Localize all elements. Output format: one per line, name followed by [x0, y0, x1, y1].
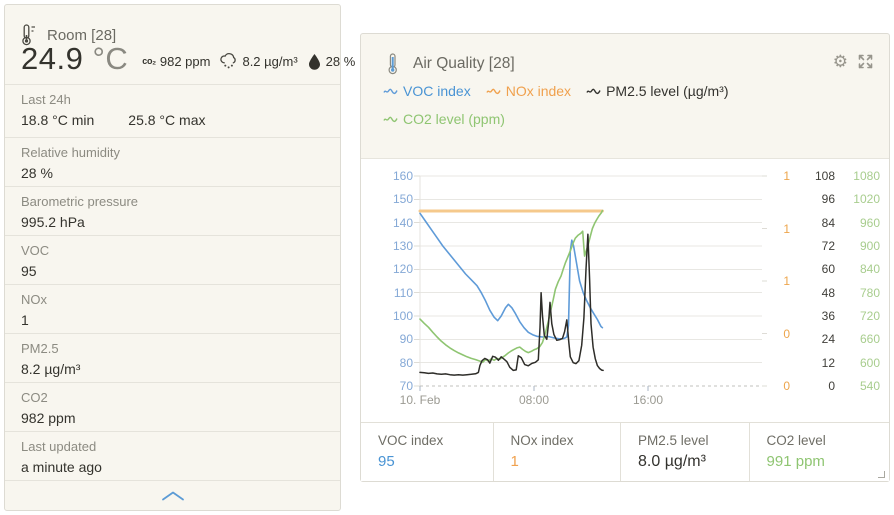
axis-tick-label: 1: [783, 274, 790, 288]
humidity-drop-icon: [307, 53, 322, 70]
footer-stat-pm25: PM2.5 level 8.0 µg/m³: [621, 423, 750, 481]
axis-tick-label: 90: [399, 332, 413, 347]
stat-co2: CO2 982 ppm: [5, 382, 340, 431]
series-line-pm25: [419, 233, 604, 376]
collapse-button[interactable]: [5, 480, 340, 511]
footer-stat-co2: CO2 level 991 ppm: [766, 433, 826, 470]
series-line-co2: [419, 209, 604, 364]
pm25-inline-stat: 8.2 µg/m³: [219, 52, 298, 70]
axis-tick-label: 110: [393, 285, 413, 300]
precipitation-icon: [219, 52, 238, 70]
axis-tick-label: 36: [821, 309, 835, 323]
axis-tick-label: 0: [828, 379, 835, 393]
axis-tick-label: 108: [814, 169, 835, 183]
axis-tick-label: 24: [821, 332, 835, 347]
resize-handle[interactable]: [878, 471, 885, 478]
legend-item-co2[interactable]: CO2 level (ppm): [383, 111, 505, 127]
chart-footer-stats: VOC index 95 NOx index 1 PM2.5 level 8.0…: [361, 422, 889, 481]
axis-tick-label: 1020: [853, 192, 880, 207]
chart-plot-area[interactable]: 160 150 140 130 120 110 100 90 80 70 1 1 1 0 0 108 96 84 7…: [361, 159, 889, 422]
axis-tick-label: 540: [859, 379, 880, 393]
stat-nox: NOx 1: [5, 284, 340, 333]
temperature-reading: 24.9 °C: [21, 41, 129, 76]
axis-tick-label: 80: [399, 355, 413, 370]
stat-barometric-pressure: Barometric pressure 995.2 hPa: [5, 186, 340, 235]
axis-tick-label: 160: [392, 169, 413, 183]
axis-tick-label: 70: [399, 379, 413, 393]
axis-tick-label: 900: [859, 239, 880, 253]
thermometer-icon: [21, 23, 37, 47]
room-title: Room [28]: [47, 26, 117, 44]
chart-header: Air Quality [28] ⚙ VOC index: [361, 34, 889, 159]
axis-tick-label: 84: [821, 215, 835, 230]
axis-tick-label: 10. Feb: [399, 393, 441, 407]
axis-tick-label: 720: [859, 309, 880, 323]
axis-tick-label: 100: [392, 309, 413, 323]
chevron-up-icon: [161, 491, 185, 501]
expand-fullscreen-icon[interactable]: [857, 53, 874, 70]
axis-tick-label: 150: [392, 192, 413, 207]
settings-gear-icon[interactable]: ⚙: [832, 51, 848, 71]
thermometer-icon: [387, 52, 399, 76]
room-header: Room [28] 24.9 °C co₂ 982 ppm: [5, 5, 355, 84]
co2-inline-stat: co₂ 982 ppm: [142, 53, 211, 69]
axis-tick-label: 1: [783, 169, 790, 183]
axis-tick-label: 72: [821, 239, 835, 253]
axis-tick-label: 16:00: [632, 393, 664, 407]
stat-voc: VOC 95: [5, 235, 340, 284]
co2-icon: co₂: [142, 56, 156, 66]
sparkline-icon: [383, 114, 398, 124]
axis-tick-label: 140: [392, 215, 413, 230]
axis-tick-label: 48: [821, 285, 835, 300]
axis-tick-label: 780: [859, 285, 880, 300]
axis-tick-label: 960: [859, 215, 880, 230]
axis-tick-label: 600: [859, 355, 880, 370]
axis-tick-label: 12: [821, 355, 835, 370]
stat-pm25: PM2.5 8.2 µg/m³: [5, 333, 340, 382]
axis-tick-label: 660: [859, 332, 880, 347]
chart-title: Air Quality [28]: [413, 55, 515, 72]
sparkline-icon: [383, 86, 398, 96]
footer-stat-nox: NOx index 1: [494, 423, 622, 481]
stat-relative-humidity: Relative humidity 28 %: [5, 137, 340, 186]
axis-tick-label: 96: [821, 192, 835, 207]
axis-tick-label: 120: [392, 262, 413, 277]
axis-tick-label: 840: [859, 262, 880, 277]
stat-last-updated: Last updated a minute ago: [5, 431, 340, 480]
axis-tick-label: 08:00: [518, 393, 550, 407]
series-line-voc: [419, 212, 604, 340]
axis-tick-label: 60: [821, 262, 835, 277]
axis-tick-label: 130: [392, 239, 413, 253]
axis-tick-label: 1: [783, 221, 790, 236]
axis-tick-label: 0: [783, 379, 790, 393]
legend-item-voc[interactable]: VOC index: [383, 83, 471, 99]
air-quality-chart-card: Air Quality [28] ⚙ VOC index: [360, 33, 890, 482]
stat-last-24h: Last 24h 18.8 °C min 25.8 °C max: [5, 84, 340, 137]
sparkline-icon: [486, 86, 501, 96]
axis-tick-label: 0: [783, 326, 790, 341]
footer-stat-voc: VOC index 95: [361, 423, 494, 481]
room-widget-card: Room [28] 24.9 °C co₂ 982 ppm: [4, 4, 355, 511]
sparkline-icon: [586, 86, 601, 96]
axis-tick-label: 1080: [853, 169, 880, 183]
legend-item-nox[interactable]: NOx index: [486, 83, 571, 99]
legend-item-pm25[interactable]: PM2.5 level (µg/m³): [586, 83, 729, 99]
humidity-inline-stat: 28 %: [307, 53, 355, 70]
